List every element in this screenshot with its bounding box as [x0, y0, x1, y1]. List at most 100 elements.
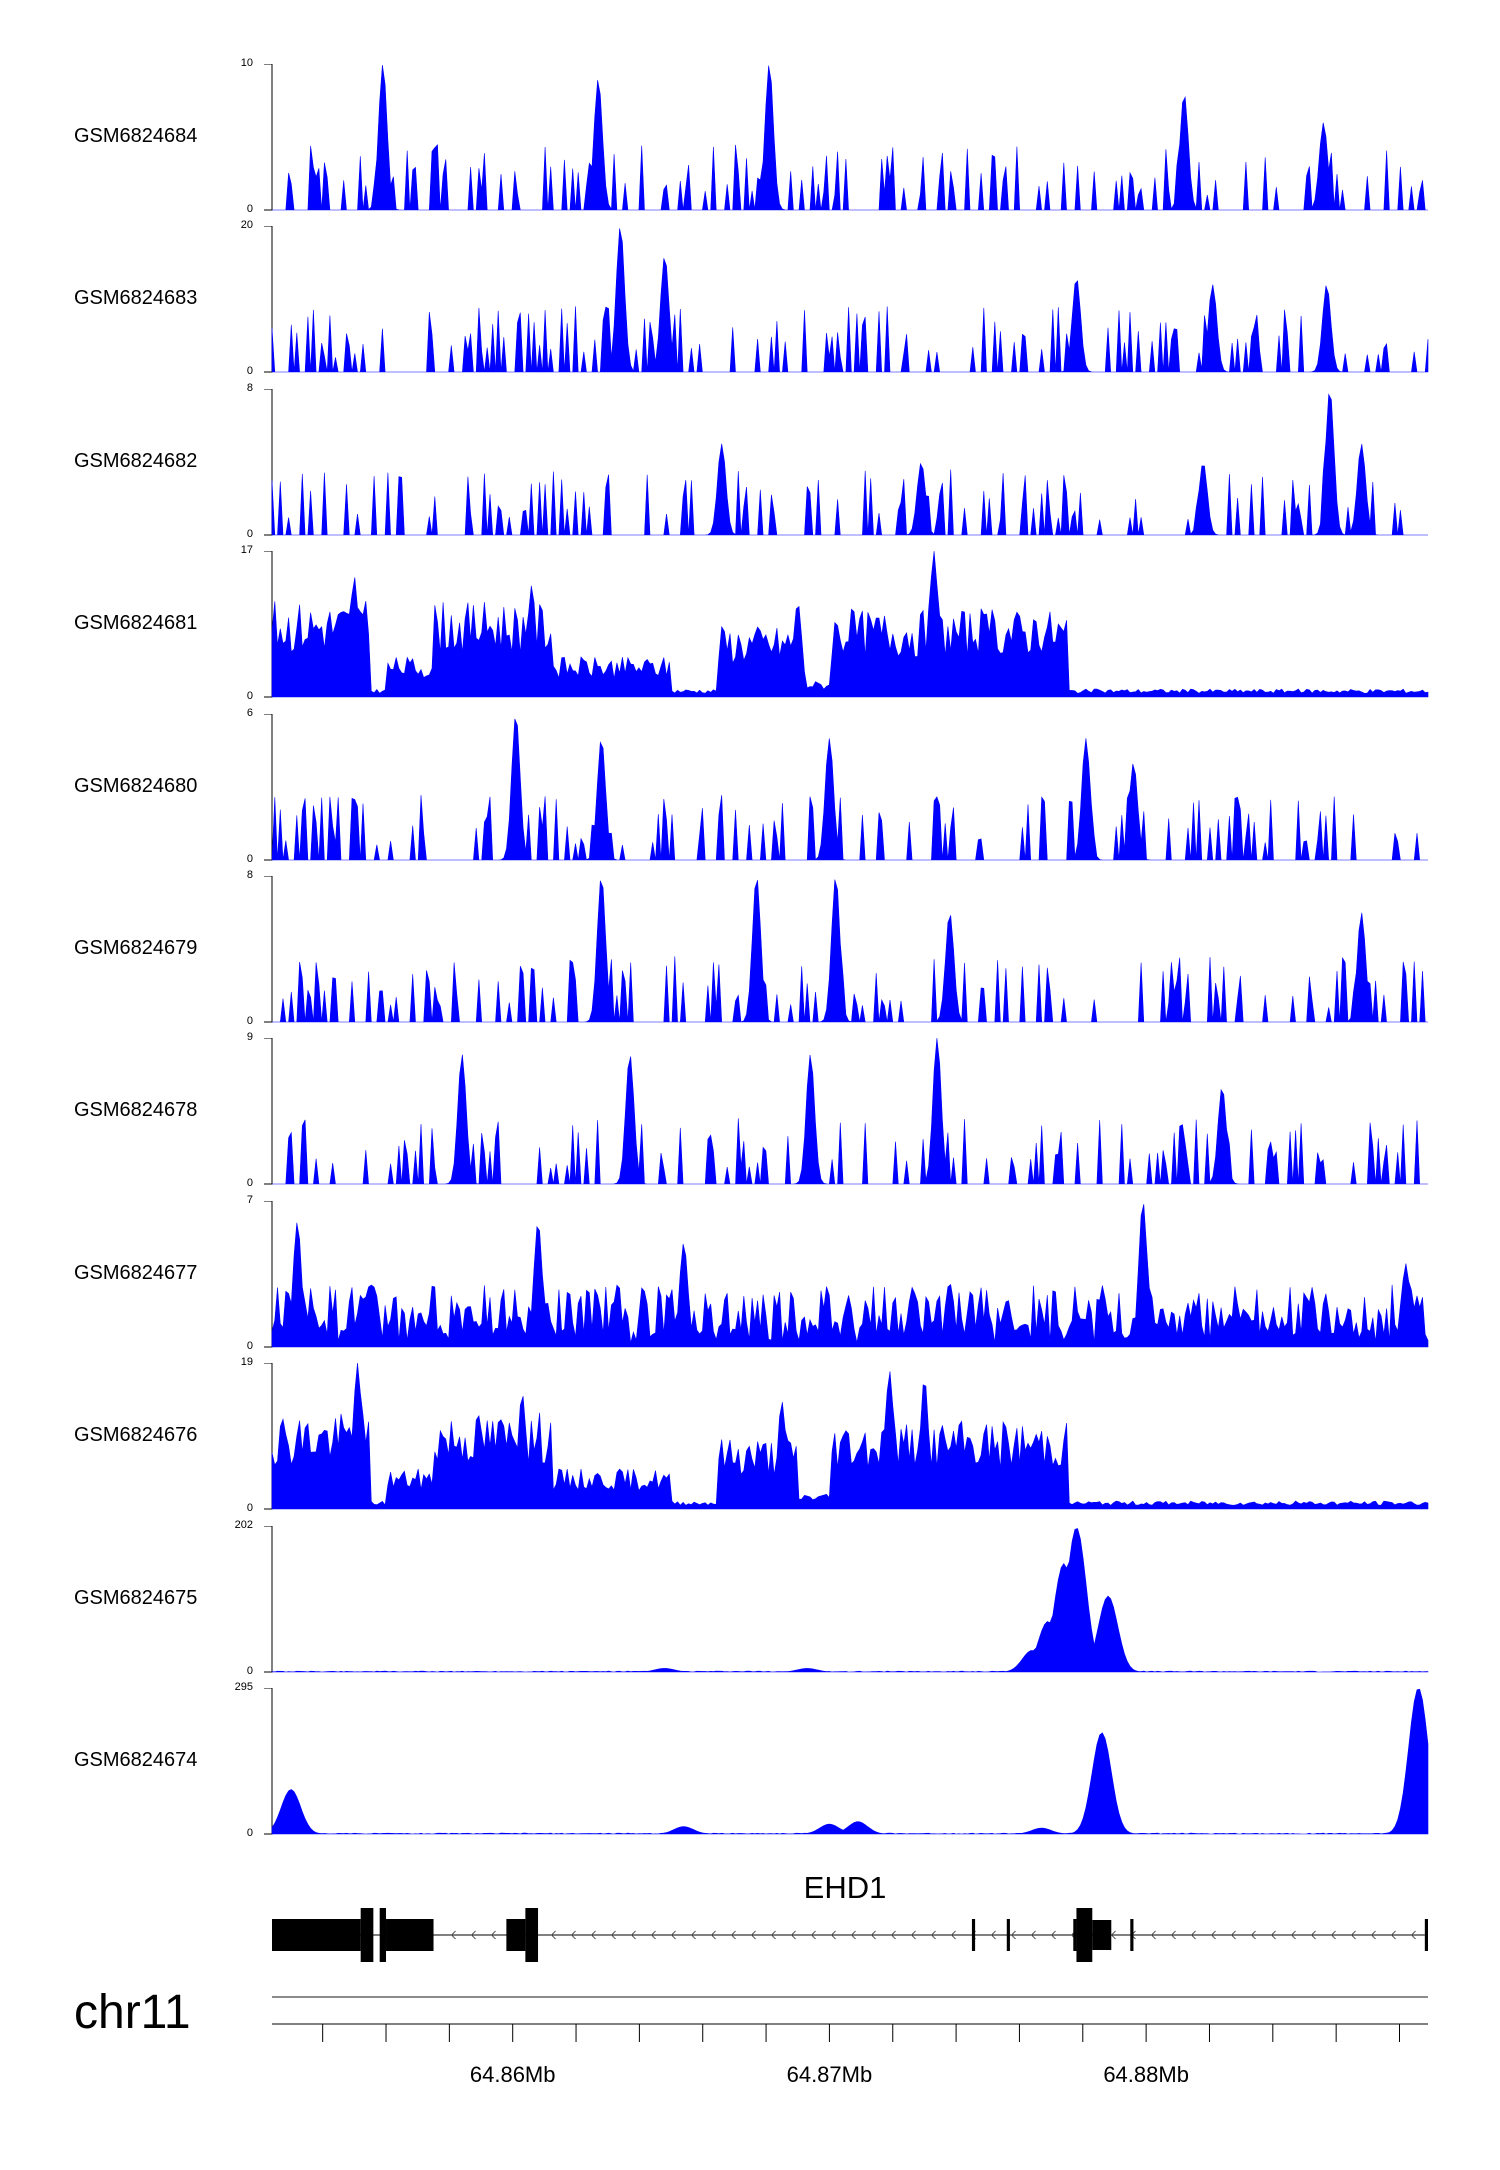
- track-label: GSM6824677: [74, 1262, 198, 1284]
- genome-axis-tick-label: 64.86Mb: [469, 2062, 556, 2087]
- coverage-area: [271, 718, 1428, 861]
- strand-chevron: [890, 1930, 896, 1940]
- gene-exon: [272, 1919, 361, 1951]
- strand-chevron: [1050, 1930, 1056, 1940]
- coverage-area: [271, 228, 1429, 373]
- coverage-area: [271, 551, 1429, 698]
- track-ymin-label: 0: [246, 1177, 253, 1189]
- track-ymin-label: 0: [246, 1665, 253, 1677]
- strand-chevron: [1170, 1930, 1176, 1940]
- strand-chevron: [1150, 1930, 1156, 1940]
- strand-chevron: [1090, 1930, 1096, 1940]
- strand-chevron: [690, 1930, 696, 1940]
- strand-chevron: [490, 1930, 496, 1940]
- strand-chevron: [1410, 1930, 1416, 1940]
- track-label: GSM6824674: [74, 1749, 198, 1771]
- chromosome-label: chr11: [74, 1986, 191, 2039]
- strand-chevron: [1110, 1930, 1116, 1940]
- track-y-axis: [264, 1688, 273, 1835]
- strand-chevron: [810, 1930, 816, 1940]
- strand-chevron: [910, 1930, 916, 1940]
- genome-axis-tick-label: 64.87Mb: [786, 2062, 873, 2087]
- track-y-axis: [264, 551, 273, 698]
- track-plot: [264, 551, 1429, 698]
- strand-chevron: [870, 1930, 876, 1940]
- track-y-axis: [264, 1038, 273, 1185]
- coverage-area: [271, 1204, 1429, 1348]
- track-ymin-label: 0: [246, 203, 253, 215]
- strand-chevron: [930, 1930, 936, 1940]
- gene-exon: [1076, 1908, 1093, 1962]
- strand-chevron: [710, 1930, 716, 1940]
- track-plot: [264, 714, 1428, 861]
- coverage-area: [271, 1688, 1429, 1835]
- track-ymin-label: 0: [246, 1827, 253, 1839]
- strand-chevron: [670, 1930, 676, 1940]
- strand-chevron: [1130, 1930, 1136, 1940]
- track-label: GSM6824678: [74, 1099, 198, 1121]
- strand-chevron: [830, 1930, 836, 1940]
- coverage-area: [272, 879, 1428, 1023]
- track-plot: [264, 1526, 1429, 1673]
- coverage-area: [271, 1363, 1429, 1510]
- strand-chevron: [790, 1930, 796, 1940]
- track-ymin-label: 0: [246, 853, 253, 865]
- gene-exon: [1006, 1919, 1010, 1951]
- strand-chevron: [1370, 1930, 1376, 1940]
- track-ymin-label: 0: [246, 528, 253, 540]
- strand-chevron: [1350, 1930, 1356, 1940]
- strand-chevron: [1070, 1930, 1076, 1940]
- strand-chevron: [1250, 1930, 1256, 1940]
- strand-chevron: [1270, 1930, 1276, 1940]
- strand-chevron: [1230, 1930, 1236, 1940]
- track-y-axis: [264, 64, 273, 211]
- track-plot: [264, 1201, 1429, 1348]
- track-y-axis: [264, 876, 273, 1023]
- track-plot: [264, 64, 1428, 211]
- strand-chevron: [610, 1930, 616, 1940]
- gene-exon: [971, 1919, 976, 1951]
- track-ymax-label: 17: [240, 544, 253, 556]
- gene-exon: [1092, 1920, 1112, 1950]
- strand-chevron: [550, 1930, 556, 1940]
- track-plot: [264, 389, 1428, 536]
- strand-chevron: [530, 1930, 536, 1940]
- strand-chevron: [970, 1930, 976, 1940]
- track-label: GSM6824683: [74, 287, 198, 309]
- strand-chevron: [1210, 1930, 1216, 1940]
- strand-chevron: [570, 1930, 576, 1940]
- track-ymin-label: 0: [246, 1502, 253, 1514]
- track-ymin-label: 0: [246, 1340, 253, 1352]
- gene-name-label: EHD1: [803, 1870, 887, 1905]
- strand-chevron: [1390, 1930, 1396, 1940]
- track-label: GSM6824681: [74, 612, 198, 634]
- track-plot: [264, 1363, 1429, 1510]
- strand-chevron: [1030, 1930, 1036, 1940]
- track-ymax-label: 7: [246, 1194, 253, 1206]
- strand-chevron: [470, 1930, 476, 1940]
- track-plot: [264, 876, 1428, 1023]
- track-y-axis: [264, 226, 273, 373]
- strand-chevron: [1310, 1930, 1316, 1940]
- track-ymin-label: 0: [246, 365, 253, 377]
- track-ymax-label: 9: [246, 1031, 253, 1043]
- gene-exon: [506, 1919, 526, 1951]
- track-label: GSM6824676: [74, 1424, 198, 1446]
- strand-chevron: [770, 1930, 776, 1940]
- track-ymax-label: 202: [234, 1519, 253, 1531]
- track-y-axis: [264, 1526, 273, 1673]
- strand-chevron: [590, 1930, 596, 1940]
- strand-chevron: [630, 1930, 636, 1940]
- strand-chevron: [1190, 1930, 1196, 1940]
- track-label: GSM6824682: [74, 450, 198, 472]
- track-y-axis: [264, 389, 273, 536]
- strand-chevron: [450, 1930, 456, 1940]
- coverage-area: [271, 1528, 1429, 1673]
- track-ymax-label: 10: [240, 57, 253, 69]
- coverage-area: [272, 64, 1428, 211]
- track-ymin-label: 0: [246, 690, 253, 702]
- strand-chevron: [1290, 1930, 1296, 1940]
- track-label: GSM6824675: [74, 1587, 198, 1609]
- track-y-axis: [264, 1363, 273, 1510]
- gene-exon: [1424, 1919, 1428, 1951]
